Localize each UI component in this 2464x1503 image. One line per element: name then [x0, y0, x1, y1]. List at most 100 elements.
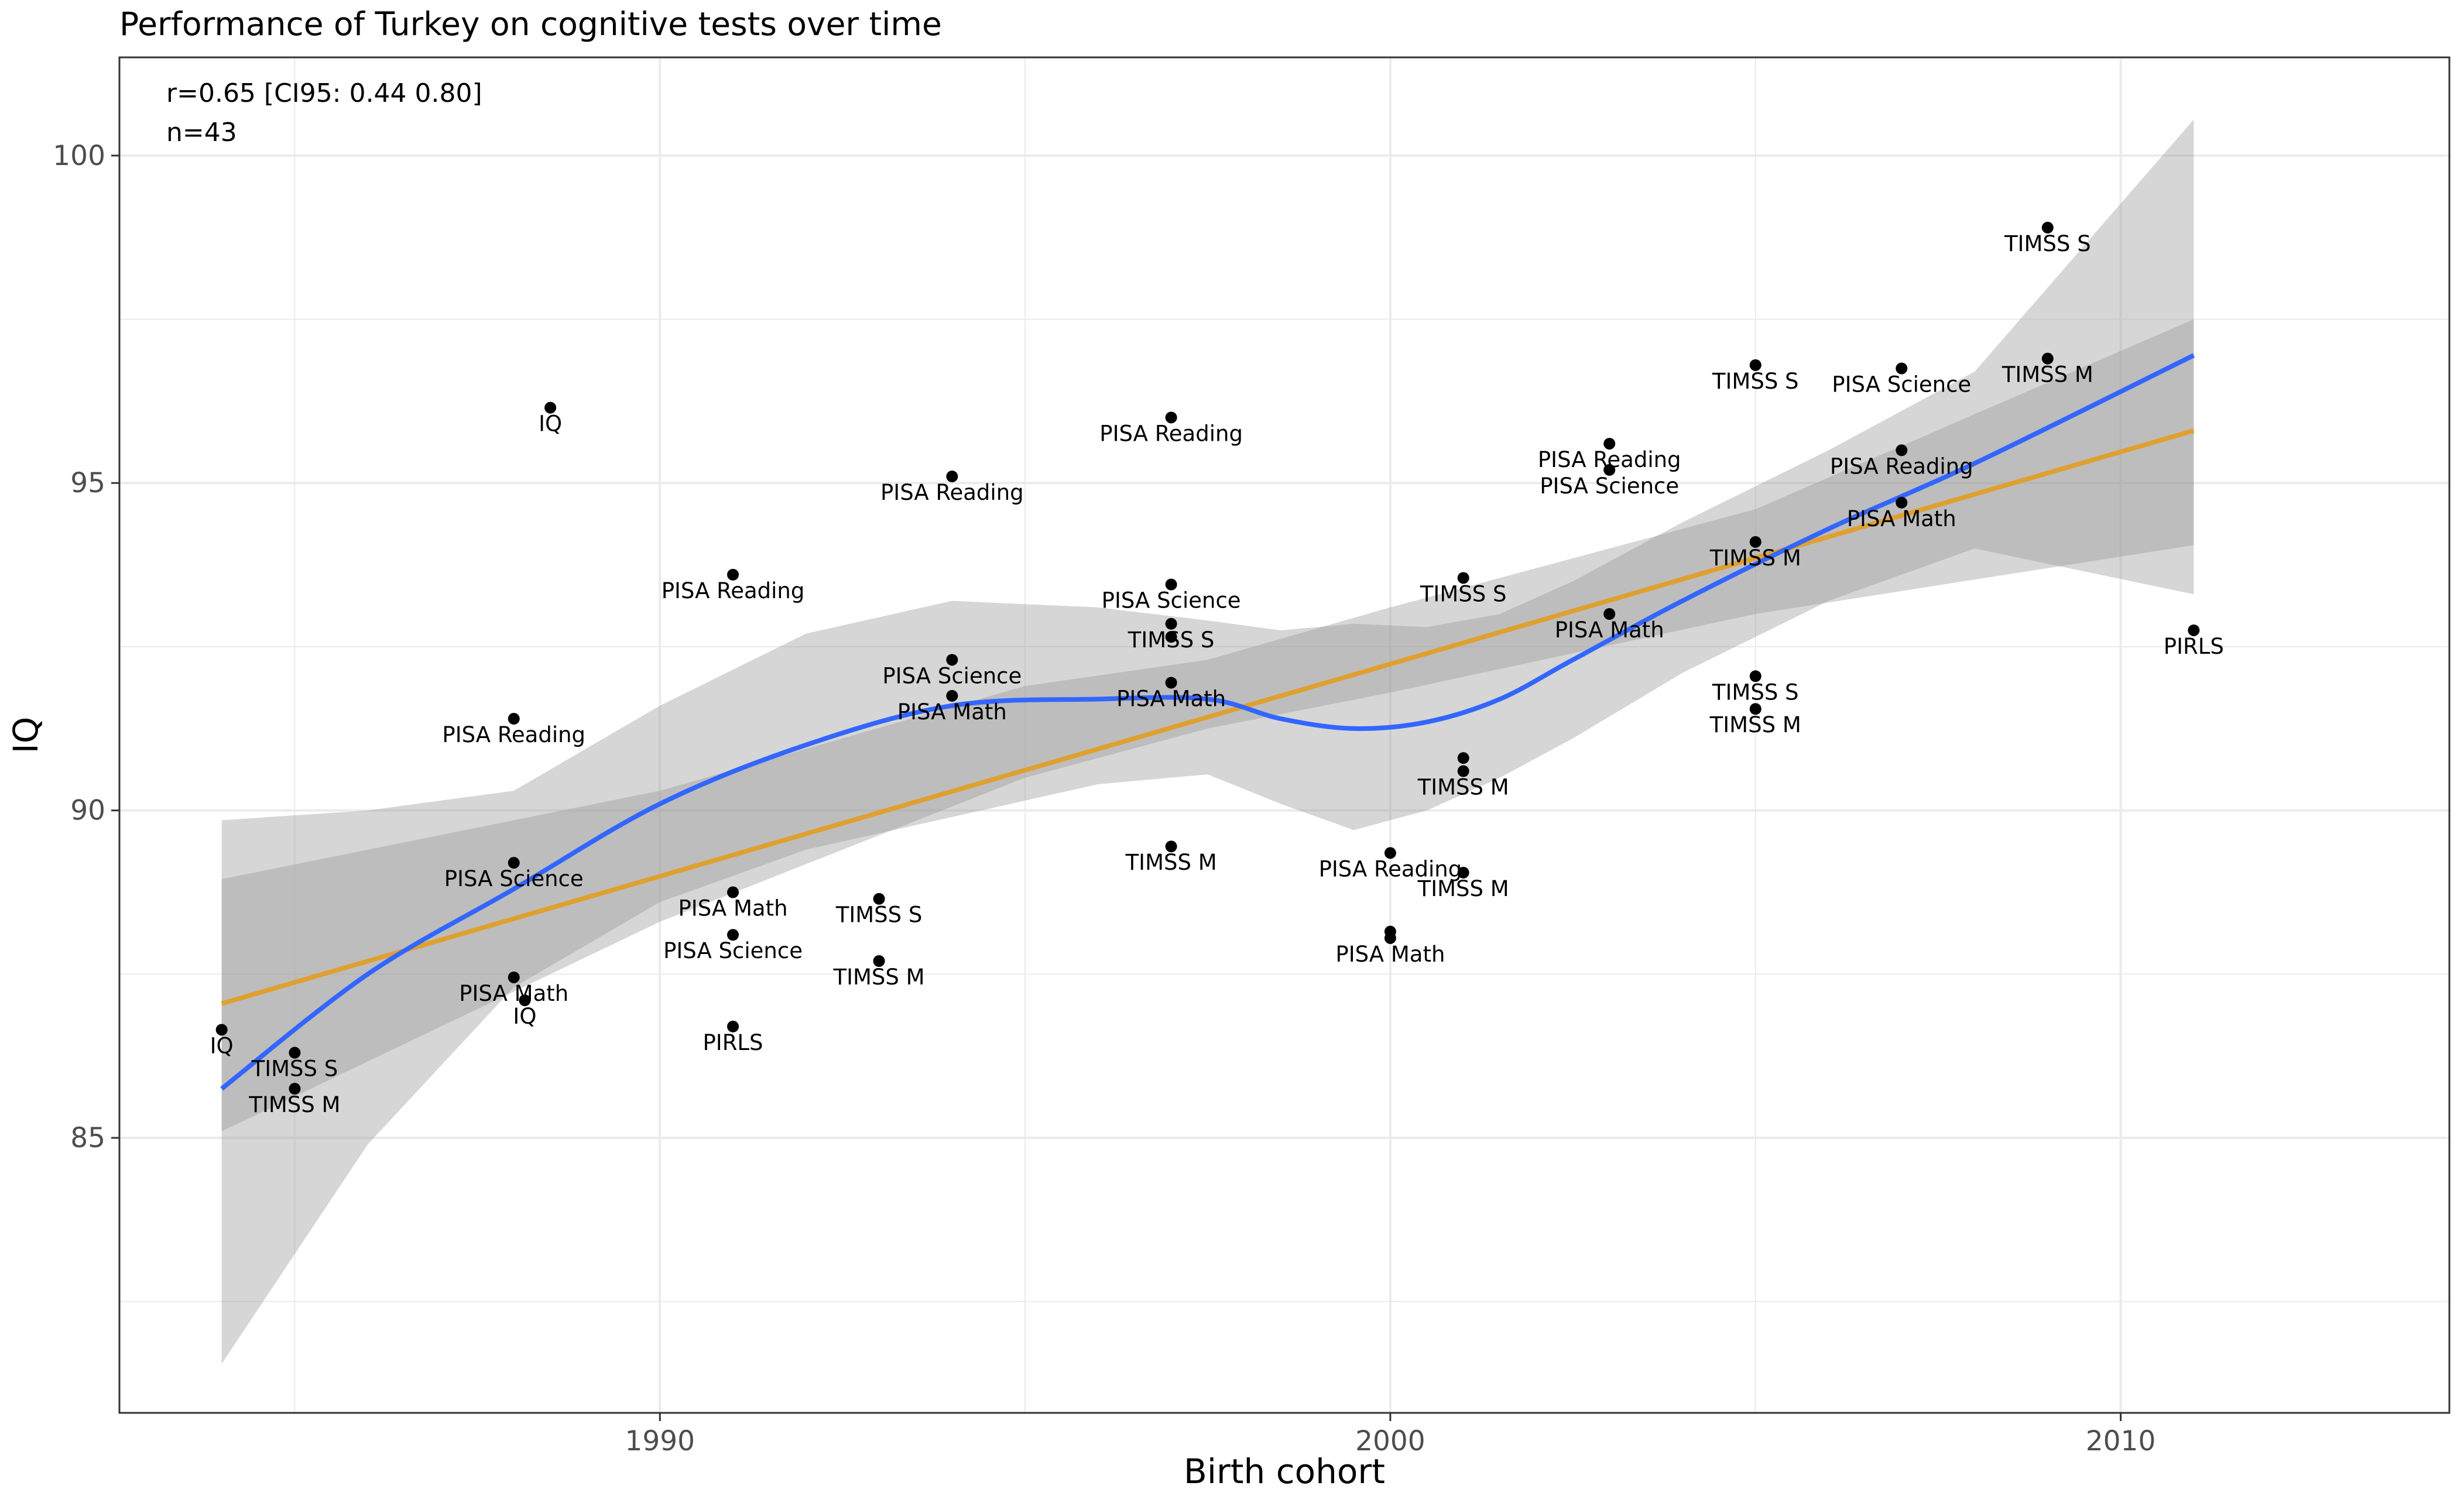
data-point — [1457, 866, 1469, 879]
data-point-label: PISA Reading — [880, 480, 1024, 505]
data-point — [1384, 847, 1396, 859]
data-point — [519, 994, 531, 1007]
data-point-label: PISA Science — [663, 938, 803, 963]
data-point-label: PISA Reading — [662, 578, 805, 603]
data-point — [873, 893, 885, 905]
data-point — [215, 1024, 228, 1036]
data-point — [1896, 362, 1908, 375]
data-point — [1603, 438, 1616, 450]
data-point-label: PISA Science — [1102, 588, 1241, 613]
data-point — [727, 886, 739, 898]
linear-confidence-band — [221, 319, 2194, 1131]
data-point — [2041, 221, 2054, 234]
data-point-label: PISA Math — [897, 699, 1007, 725]
data-point-label: TIMSS S — [835, 903, 923, 928]
data-point — [1165, 617, 1177, 630]
y-axis-ticks: 85 90 95 100 — [53, 140, 119, 1154]
x-tick-label: 2000 — [1355, 1425, 1425, 1457]
chart-title: Performance of Turkey on cognitive tests… — [119, 5, 942, 43]
y-axis-label: IQ — [6, 717, 46, 754]
data-point-label: TIMSS M — [1709, 712, 1801, 737]
data-point-label: PISA Science — [444, 866, 584, 891]
data-point — [508, 857, 520, 869]
data-point — [1457, 765, 1469, 777]
data-point — [1749, 670, 1762, 682]
stat-annotations: r=0.65 [CI95: 0.44 0.80] n=43 — [166, 78, 482, 147]
data-point — [289, 1046, 301, 1059]
data-point — [1165, 631, 1177, 643]
data-point — [1165, 677, 1177, 689]
data-point — [727, 929, 739, 941]
data-point — [1603, 464, 1616, 476]
panel-background — [119, 57, 2449, 1413]
data-point — [1165, 578, 1177, 591]
data-point — [1457, 572, 1469, 584]
data-point-label: TIMSS M — [248, 1092, 340, 1117]
data-point — [1749, 359, 1762, 371]
data-point-label: PISA Science — [882, 663, 1022, 688]
data-point-label: PISA Reading — [1538, 447, 1681, 472]
data-point-label: TIMSS M — [833, 965, 925, 990]
data-point-label: TIMSS S — [251, 1056, 338, 1082]
data-point-label: TIMSS M — [1417, 775, 1509, 800]
grid-lines — [119, 57, 2449, 1413]
data-point — [946, 654, 958, 666]
data-point-label: TIMSS S — [2004, 231, 2091, 256]
data-point — [946, 471, 958, 483]
data-point — [544, 402, 557, 414]
correlation-annotation: r=0.65 [CI95: 0.44 0.80] — [166, 78, 482, 108]
x-axis-label: Birth cohort — [1184, 1451, 1385, 1491]
data-point-label: PISA Math — [678, 896, 788, 921]
x-tick-label: 2010 — [2086, 1425, 2156, 1457]
data-point-label: PISA Science — [1540, 473, 1679, 499]
data-point-label: TIMSS S — [1712, 680, 1799, 705]
data-point-label: PISA Reading — [1830, 454, 1973, 479]
y-tick-label: 100 — [53, 140, 105, 172]
data-point-label: TIMSS S — [1128, 627, 1215, 653]
data-point — [1165, 840, 1177, 853]
data-point — [1749, 703, 1762, 715]
panel-border — [118, 56, 2451, 1414]
data-point-label: PISA Math — [1555, 617, 1664, 643]
data-point-label: PIRLS — [703, 1030, 763, 1055]
data-point-label: PISA Reading — [442, 722, 585, 747]
data-points — [215, 221, 2200, 1095]
data-point — [727, 568, 739, 581]
loess-confidence-band — [221, 119, 2194, 1364]
data-point — [1896, 496, 1908, 509]
data-point-label: TIMSS M — [1125, 850, 1217, 875]
linear-fit-line — [221, 428, 2195, 1006]
data-point-label: PISA Reading — [1099, 421, 1243, 446]
data-point-label: IQ — [513, 1004, 536, 1029]
data-point — [1384, 932, 1396, 944]
data-point — [946, 689, 958, 702]
data-point — [2188, 624, 2200, 636]
data-point-label: TIMSS S — [1712, 369, 1799, 394]
data-point-label: TIMSS M — [2002, 362, 2093, 387]
data-point-label: PISA Math — [1116, 686, 1226, 711]
n-annotation: n=43 — [166, 118, 237, 147]
data-point-label: TIMSS S — [1420, 581, 1507, 606]
data-point — [289, 1083, 301, 1095]
data-point — [1457, 752, 1469, 764]
y-tick-label: 95 — [70, 467, 105, 499]
data-point-label: PISA Math — [1847, 506, 1956, 531]
data-point — [1896, 444, 1908, 457]
data-point — [1603, 608, 1616, 620]
data-point-label: TIMSS M — [1709, 545, 1801, 571]
data-point — [1749, 536, 1762, 548]
x-axis-ticks: 1990 2000 2010 — [625, 1413, 2155, 1457]
y-tick-label: 90 — [70, 795, 105, 827]
data-point — [873, 955, 885, 967]
data-point — [2041, 352, 2054, 365]
data-point-label: TIMSS M — [1417, 876, 1509, 901]
confidence-ribbons — [221, 119, 2194, 1364]
loess-fit-line — [220, 353, 2195, 1091]
fit-lines — [220, 353, 2195, 1091]
data-point — [1165, 411, 1177, 424]
data-point-label: IQ — [539, 411, 562, 437]
data-point-label: PISA Math — [459, 981, 568, 1006]
data-point-label: PIRLS — [2164, 634, 2224, 659]
